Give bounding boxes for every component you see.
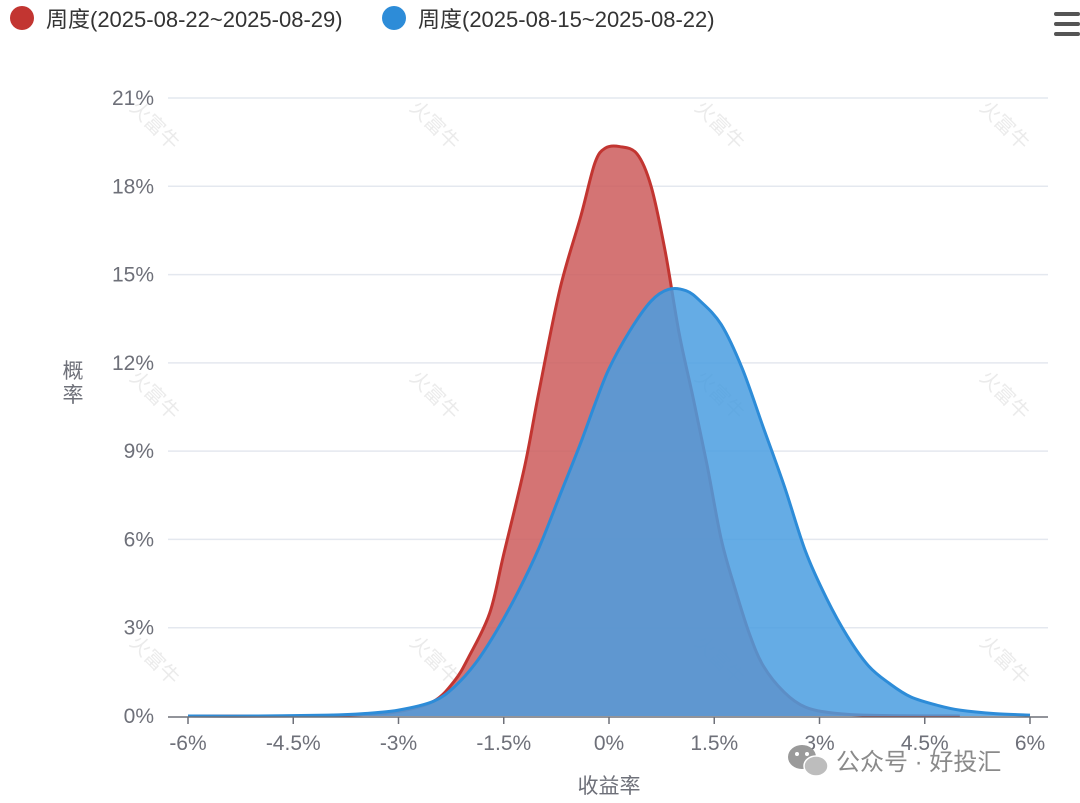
legend-item-0[interactable]: 周度(2025-08-22~2025-08-29) (10, 6, 343, 32)
y-tick-label-6: 18% (112, 175, 154, 198)
series-line-1 (187, 286, 1031, 718)
watermark-text-11: 火富牛 (975, 631, 1034, 690)
wechat-icon (788, 745, 829, 777)
legend-item-1[interactable]: 周度(2025-08-15~2025-08-22) (382, 6, 715, 32)
wechat-badge-text: 公众号 · 好投汇 (836, 749, 1001, 776)
axes: 0% 3% 6% 9% 12% 15% 18% 21% -6% -4.5% -3% -1.5% 0% 1.… (112, 87, 1048, 755)
watermark-text-8: 火富牛 (125, 631, 184, 690)
series-areas (187, 144, 1031, 718)
svg-text:概: 概 (63, 360, 84, 383)
watermark-text-5: 火富牛 (405, 366, 464, 425)
series-area-0 (188, 145, 960, 717)
y-axis-title: 概 率 (63, 360, 84, 407)
x-tick-label-4: 0% (594, 732, 624, 755)
x-tick-label-1: -4.5% (266, 732, 321, 755)
x-tick-label-0: -6% (169, 732, 206, 755)
y-tick-label-4: 12% (112, 352, 154, 375)
x-axis-title: 收益率 (578, 775, 641, 798)
legend-marker-1 (382, 6, 406, 30)
y-tick-label-0: 0% (124, 705, 154, 728)
watermark-text-3: 火富牛 (975, 96, 1034, 155)
series-area-1 (188, 288, 1030, 717)
y-tick-label-1: 3% (124, 617, 154, 640)
watermark-text-1: 火富牛 (405, 96, 464, 155)
legend[interactable]: 周度(2025-08-22~2025-08-29) 周度(2025-08-15~… (10, 6, 715, 32)
x-tick-label-7: 4.5% (901, 732, 949, 755)
y-tick-label-2: 6% (124, 528, 154, 551)
y-tick-label-5: 15% (112, 264, 154, 287)
watermark-text-2: 火富牛 (690, 96, 749, 155)
x-tick-label-5: 1.5% (690, 732, 738, 755)
watermark-text-7: 火富牛 (975, 366, 1034, 425)
x-tick-label-8: 6% (1015, 732, 1045, 755)
hamburger-menu-icon[interactable] (1054, 12, 1080, 36)
x-tick-label-2: -3% (380, 732, 417, 755)
watermark-text-4: 火富牛 (125, 366, 184, 425)
x-tick-label-3: -1.5% (476, 732, 531, 755)
legend-label-1: 周度(2025-08-15~2025-08-22) (418, 7, 715, 32)
legend-label-0: 周度(2025-08-22~2025-08-29) (46, 7, 343, 32)
svg-text:率: 率 (63, 384, 84, 407)
legend-marker-0 (10, 6, 34, 30)
wechat-badge: 公众号 · 好投汇 (788, 745, 1001, 777)
y-tick-label-7: 21% (112, 87, 154, 110)
y-tick-label-3: 9% (124, 440, 154, 463)
